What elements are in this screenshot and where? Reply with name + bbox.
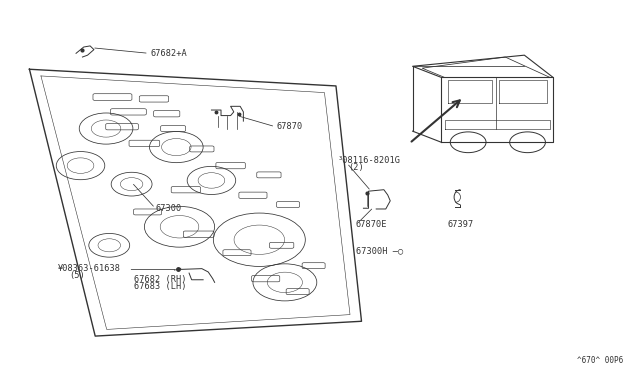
Text: ³08116-8201G: ³08116-8201G bbox=[338, 155, 401, 164]
Text: ¥08363-61638: ¥08363-61638 bbox=[58, 264, 121, 273]
Text: (2): (2) bbox=[349, 163, 365, 172]
Text: 67682 (RH): 67682 (RH) bbox=[134, 275, 186, 284]
Text: ^670^ 00P6: ^670^ 00P6 bbox=[577, 356, 623, 365]
Text: 67683 (LH): 67683 (LH) bbox=[134, 282, 186, 291]
Text: 67870E: 67870E bbox=[356, 220, 387, 229]
Text: 67300: 67300 bbox=[156, 204, 182, 213]
Text: 67870: 67870 bbox=[276, 122, 303, 131]
Text: 67300H —○: 67300H —○ bbox=[356, 246, 403, 255]
Text: 67682+A: 67682+A bbox=[150, 49, 187, 58]
Text: 67397: 67397 bbox=[448, 220, 474, 229]
Text: (5): (5) bbox=[70, 271, 85, 280]
